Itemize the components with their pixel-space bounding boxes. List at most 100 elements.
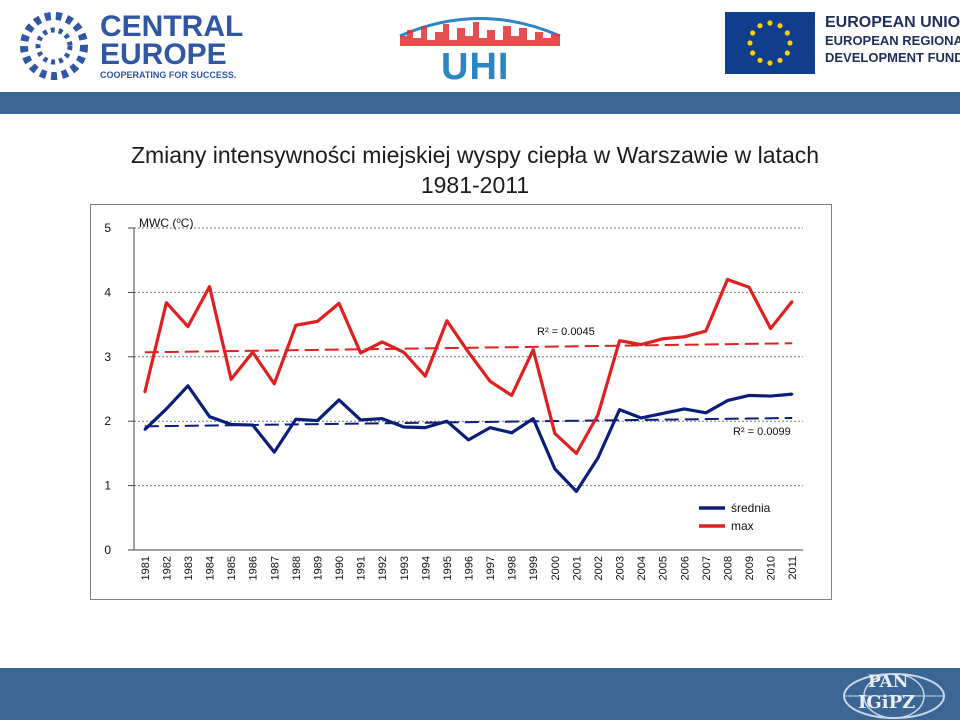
y-tick-label: 4	[104, 285, 111, 299]
y-tick-label: 2	[104, 414, 111, 428]
data-point-max	[380, 340, 384, 344]
r2-label-max: R² = 0.0045	[537, 326, 595, 338]
x-tick-label: 1982	[161, 556, 173, 580]
data-point-srednia	[380, 417, 384, 420]
data-point-srednia	[791, 392, 794, 396]
x-tick-label: 1992	[377, 556, 389, 580]
data-point-srednia	[143, 428, 146, 431]
data-point-max	[186, 325, 190, 328]
data-point-srednia	[661, 412, 664, 415]
data-point-max	[229, 378, 233, 381]
y-tick-label: 3	[104, 350, 111, 364]
x-tick-label: 1993	[399, 556, 411, 580]
data-point-max	[143, 391, 146, 394]
data-point-srednia	[747, 394, 751, 397]
data-point-max	[618, 339, 621, 342]
x-tick-label: 1985	[226, 556, 238, 580]
r2-label-srednia: R² = 0.0099	[733, 426, 791, 438]
data-point-max	[510, 394, 513, 397]
eu-star	[750, 30, 756, 36]
data-point-srednia	[316, 419, 319, 422]
central-europe-line1: CENTRAL	[100, 10, 244, 43]
skyline-icon	[399, 17, 561, 46]
y-tick-label: 0	[104, 543, 111, 557]
data-point-srednia	[359, 418, 362, 422]
data-point-srednia	[208, 415, 211, 418]
data-point-srednia	[294, 418, 298, 421]
central-europe-line2: EUROPE	[100, 38, 227, 71]
line-chart: 0 1 2 3 4 5 MWC (oC) 1981 1982 1983 1984 1985 1986 19…	[104, 216, 803, 580]
x-tick-label: 2010	[766, 556, 778, 580]
eu-text: EUROPEAN UNION EUROPEAN REGIONAL DEVELOP…	[825, 14, 960, 66]
data-point-srednia	[575, 490, 578, 493]
data-point-max	[337, 302, 341, 305]
x-tick-label: 2004	[636, 556, 648, 580]
eu-star	[757, 57, 763, 63]
data-point-srednia	[532, 417, 535, 420]
data-point-srednia	[165, 407, 168, 411]
y-tick-label: 1	[104, 479, 111, 493]
data-point-max	[165, 301, 168, 304]
x-tick-label: 2002	[593, 556, 605, 580]
data-point-max	[445, 319, 449, 322]
x-tick-label: 1984	[205, 556, 217, 580]
y-tick-label: 5	[104, 221, 111, 235]
pan-igipz-logo: PAN IGiPZ	[838, 668, 950, 720]
eu-star	[747, 40, 753, 46]
x-tick-label: 1998	[507, 556, 519, 580]
slide-title: Zmiany intensywności miejskiej wyspy cie…	[60, 140, 890, 200]
pan-text: PAN	[868, 672, 909, 692]
data-point-srednia	[251, 423, 254, 427]
data-point-max	[596, 413, 600, 416]
y-axis-label: MWC (oC)	[139, 216, 193, 231]
series-line-max	[143, 277, 794, 455]
x-tick-label: 2008	[722, 556, 734, 580]
eu-star	[767, 20, 773, 26]
legend-label-srednia: średnia	[731, 501, 771, 515]
slide-title-line2: 1981-2011	[420, 172, 530, 198]
x-tick-label: 1996	[464, 556, 476, 580]
eu-line2: EUROPEAN REGIONAL	[825, 33, 960, 48]
data-point-max	[273, 382, 276, 386]
data-point-srednia	[273, 450, 276, 454]
header: CENTRAL EUROPE COOPERATING FOR SUCCESS. …	[0, 0, 960, 92]
eu-line3: DEVELOPMENT FUND	[825, 50, 960, 65]
x-tick-label: 1997	[485, 556, 497, 580]
data-point-max	[769, 327, 772, 330]
data-point-srednia	[769, 394, 772, 398]
x-tick-label: 2006	[679, 556, 691, 580]
uhi-logo: UHI	[395, 6, 565, 88]
data-point-srednia	[337, 398, 341, 402]
data-point-max	[683, 335, 686, 339]
eu-star	[750, 50, 756, 56]
x-tick-label: 1990	[334, 556, 346, 580]
x-tick-label: 2011	[787, 556, 799, 580]
x-tick-label: 1988	[291, 556, 303, 580]
x-tick-label: 2003	[615, 556, 627, 580]
data-point-srednia	[424, 426, 427, 429]
data-point-max	[294, 324, 298, 327]
eu-star	[777, 57, 783, 63]
data-point-max	[791, 300, 794, 303]
x-tick-label: 1994	[420, 556, 432, 580]
footer-band	[0, 668, 960, 720]
x-tick-label: 2005	[658, 556, 670, 580]
eu-flag-icon	[725, 12, 815, 74]
data-point-srednia	[618, 408, 621, 411]
x-tick-label: 2000	[550, 556, 562, 580]
data-point-srednia	[229, 423, 233, 426]
data-point-srednia	[553, 467, 557, 471]
data-point-max	[424, 374, 427, 378]
data-point-max	[467, 351, 470, 354]
central-europe-logo: CENTRAL EUROPE COOPERATING FOR SUCCESS.	[18, 10, 243, 84]
data-point-srednia	[467, 438, 470, 442]
data-point-max	[704, 329, 708, 333]
eu-line1: EUROPEAN UNION	[825, 14, 960, 31]
eu-star	[784, 30, 790, 36]
data-point-max	[726, 278, 729, 281]
header-band	[0, 92, 960, 114]
x-tick-label: 1986	[248, 556, 260, 580]
data-point-srednia	[186, 384, 190, 387]
data-point-max	[488, 380, 492, 383]
data-point-max	[532, 348, 535, 351]
